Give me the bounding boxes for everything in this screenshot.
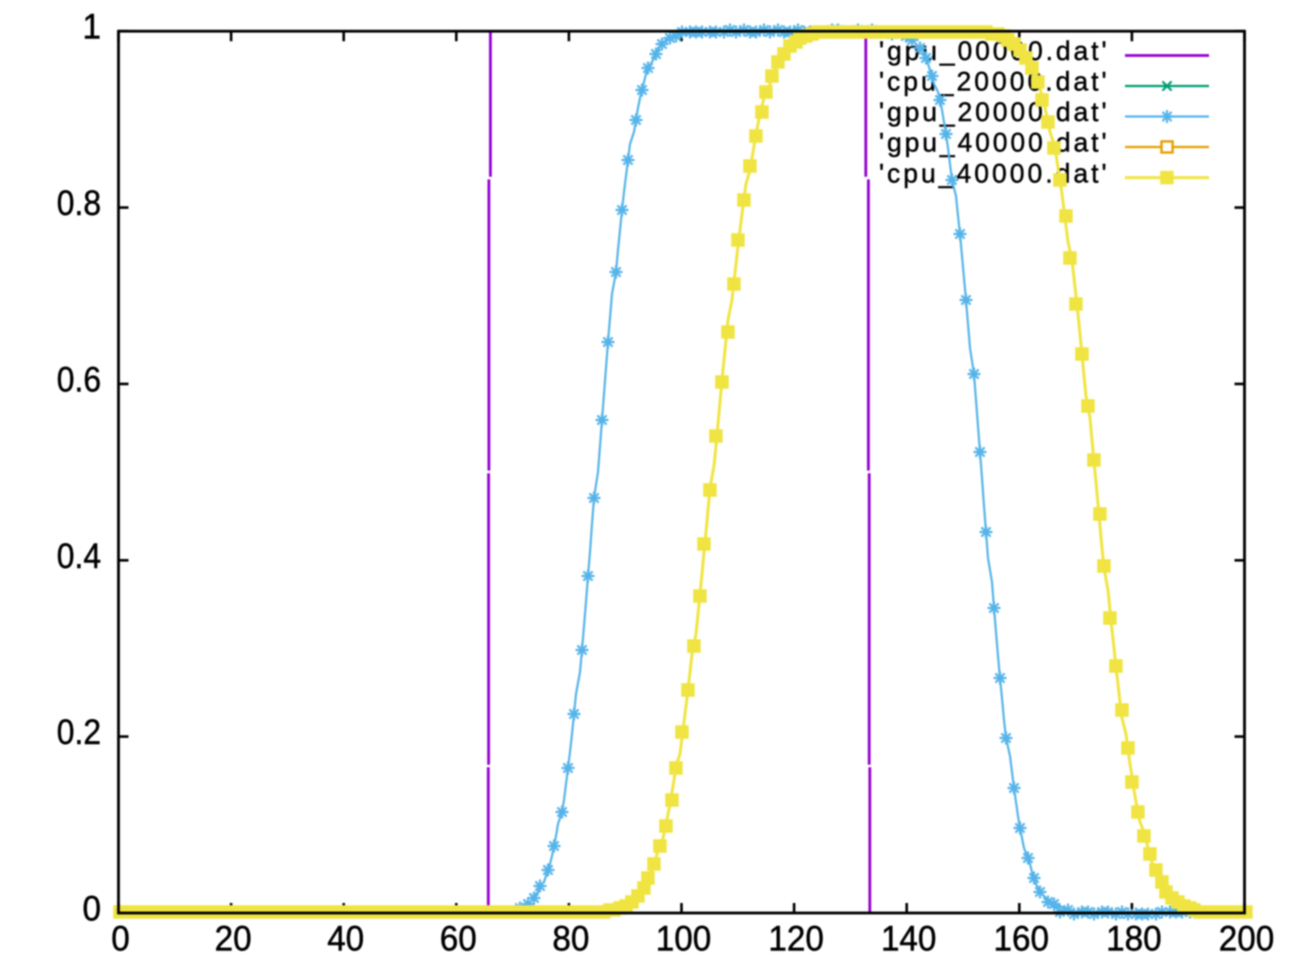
svg-text:80: 80 bbox=[552, 920, 589, 959]
svg-text:1: 1 bbox=[83, 8, 102, 47]
svg-text:180: 180 bbox=[1106, 920, 1162, 959]
svg-text:140: 140 bbox=[881, 920, 937, 959]
svg-text:'gpu_40000.dat': 'gpu_40000.dat' bbox=[879, 128, 1107, 158]
svg-text:160: 160 bbox=[994, 920, 1050, 959]
svg-text:60: 60 bbox=[440, 920, 477, 959]
svg-text:0: 0 bbox=[83, 890, 102, 929]
svg-text:'gpu_20000.dat': 'gpu_20000.dat' bbox=[879, 97, 1107, 127]
svg-text:0.6: 0.6 bbox=[57, 360, 101, 399]
svg-text:0.8: 0.8 bbox=[57, 184, 101, 223]
svg-text:100: 100 bbox=[656, 920, 712, 959]
svg-text:120: 120 bbox=[768, 920, 824, 959]
svg-text:0.2: 0.2 bbox=[57, 713, 101, 752]
svg-text:0.4: 0.4 bbox=[57, 537, 101, 576]
svg-text:'cpu_20000.dat': 'cpu_20000.dat' bbox=[879, 67, 1107, 97]
svg-text:20: 20 bbox=[215, 920, 252, 959]
svg-text:40: 40 bbox=[327, 920, 364, 959]
svg-text:200: 200 bbox=[1219, 920, 1275, 959]
svg-text:'cpu_40000.dat': 'cpu_40000.dat' bbox=[879, 158, 1107, 188]
svg-text:0: 0 bbox=[111, 920, 130, 959]
